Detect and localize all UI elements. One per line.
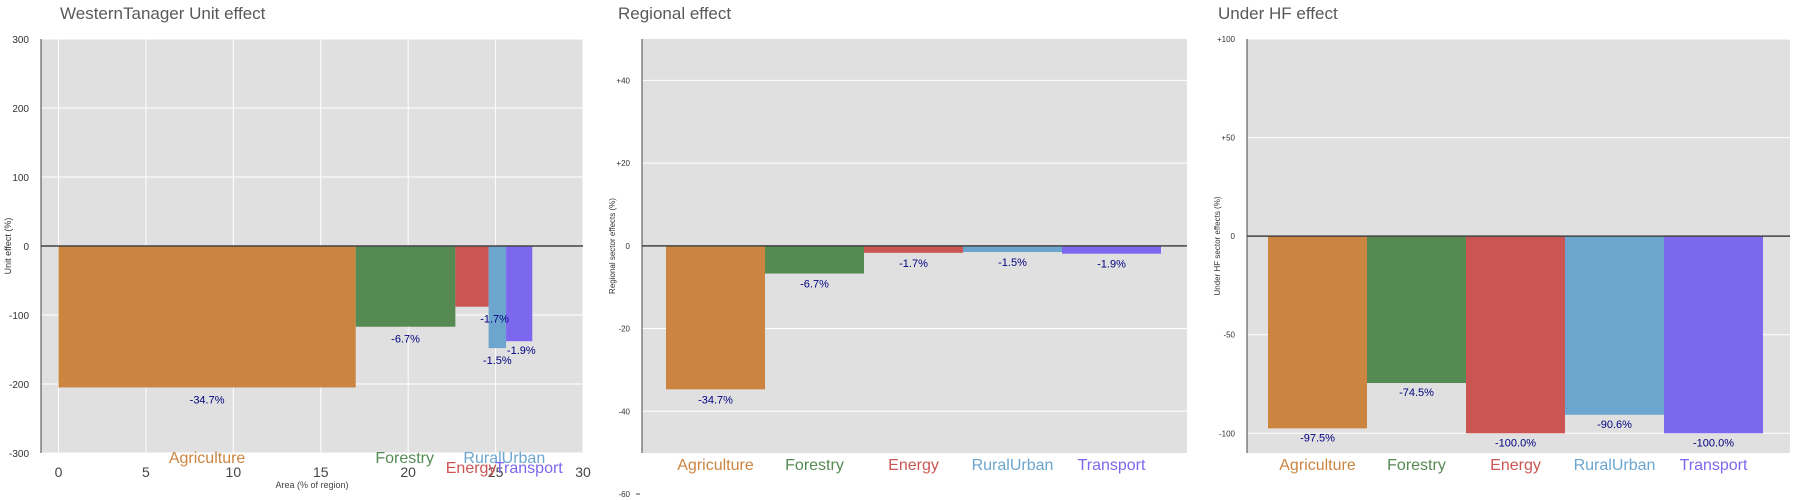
chart1-category-label: Transport	[495, 460, 563, 477]
chart3-bar-ruralurban	[1565, 236, 1664, 415]
chart3-category-label: RuralUrban	[1574, 457, 1656, 474]
chart1-bar-transport	[506, 246, 533, 342]
chart1-y-axis-title: Unit effect (%)	[3, 218, 13, 275]
chart1-data-label: -6.7%	[391, 334, 420, 346]
chart2-y-tick-label: -60	[618, 490, 630, 499]
chart1-x-tick-label: 30	[575, 464, 591, 480]
chart1-data-label: -1.5%	[483, 355, 512, 367]
chart3-title: Under HF effect	[1218, 4, 1338, 23]
chart2-y-tick-label: -20	[618, 325, 630, 334]
chart3-data-label: -97.5%	[1300, 432, 1335, 444]
chart2-data-label: -6.7%	[800, 279, 829, 291]
chart1-x-tick-label: 20	[400, 464, 416, 480]
chart1-x-tick-label: 15	[313, 464, 329, 480]
chart2-y-tick-label: -40	[618, 407, 630, 416]
chart3-data-label: -74.5%	[1399, 387, 1434, 399]
chart1-bar-forestry	[355, 246, 456, 327]
chart3-category-label: Forestry	[1387, 457, 1446, 474]
chart1-y-tick-label: -200	[9, 380, 29, 391]
chart2-y-tick-label: 0	[626, 242, 631, 251]
chart1-data-label: -34.7%	[190, 394, 225, 406]
chart3-category-label: Agriculture	[1279, 457, 1356, 474]
chart2-category-label: Transport	[1078, 457, 1146, 474]
chart2-bar-ruralurban	[963, 245, 1062, 253]
chart1-bar-energy	[455, 246, 489, 307]
chart2-data-label: -34.7%	[698, 394, 733, 406]
chart1-y-tick-label: 300	[12, 35, 29, 46]
chart1-x-tick-label: 10	[226, 464, 242, 480]
chart2-y-tick-label: +20	[616, 159, 630, 168]
chart2-y-axis-title: Regional sector effects (%)	[608, 198, 617, 294]
chart1-category-label: RuralUrban	[463, 450, 545, 467]
chart3-y-tick-label: +100	[1217, 35, 1236, 44]
chart2-category-label: Forestry	[785, 457, 844, 474]
chart1-category-label: Forestry	[375, 450, 434, 467]
chart2-title: Regional effect	[618, 4, 732, 23]
chart3-y-tick-label: -100	[1219, 429, 1236, 438]
chart2-bar-transport	[1062, 245, 1161, 254]
chart1-x-axis-title: Area (% of region)	[275, 480, 348, 490]
chart2-data-label: -1.5%	[998, 257, 1027, 269]
chart2-y-tick-label: +40	[616, 76, 630, 85]
chart1-x-tick-label: 5	[142, 464, 150, 480]
chart2-bar-forestry	[765, 245, 864, 274]
chart1-y-tick-label: -100	[9, 311, 29, 322]
chart2-category-label: Energy	[888, 457, 939, 474]
chart3-y-axis-title: Under HF sector effects (%)	[1213, 196, 1222, 295]
chart3-data-label: -100.0%	[1495, 437, 1536, 449]
chart2-data-label: -1.7%	[899, 258, 928, 270]
chart2-bar-agriculture	[666, 245, 765, 390]
chart2-category-label: Agriculture	[677, 457, 754, 474]
chart1-x-tick-label: 25	[488, 464, 504, 480]
chart1-y-tick-label: 100	[12, 173, 29, 184]
chart3-bar-transport	[1664, 236, 1763, 434]
chart3-bar-energy	[1466, 236, 1565, 434]
chart1-category-label: Agriculture	[169, 450, 246, 467]
chart1-bar-agriculture	[58, 246, 356, 388]
chart2-bar-energy	[864, 245, 963, 253]
chart1-data-label: -1.7%	[480, 314, 509, 326]
chart3-y-tick-label: -50	[1223, 331, 1235, 340]
chart3-bar-agriculture	[1268, 236, 1367, 429]
chart1-bar-ruralurban	[488, 246, 507, 349]
chart3-bar-forestry	[1367, 236, 1466, 384]
chart3-category-label: Transport	[1680, 457, 1748, 474]
chart1-data-label: -1.9%	[507, 345, 536, 357]
chart3-data-label: -90.6%	[1597, 419, 1632, 431]
chart1-y-tick-label: 0	[23, 242, 29, 253]
chart1-y-tick-label: -300	[9, 449, 29, 460]
chart3-y-tick-label: 0	[1231, 232, 1236, 241]
chart1-title: WesternTanager Unit effect	[60, 4, 266, 23]
chart2-data-label: -1.9%	[1097, 259, 1126, 271]
chart2-category-label: RuralUrban	[972, 457, 1054, 474]
chart1-y-tick-label: 200	[12, 104, 29, 115]
chart1-x-tick-label: 0	[55, 464, 63, 480]
chart3-y-tick-label: +50	[1221, 134, 1235, 143]
chart3-category-label: Energy	[1490, 457, 1541, 474]
chart3-data-label: -100.0%	[1693, 437, 1734, 449]
chart1-category-label: Energy	[446, 460, 497, 477]
